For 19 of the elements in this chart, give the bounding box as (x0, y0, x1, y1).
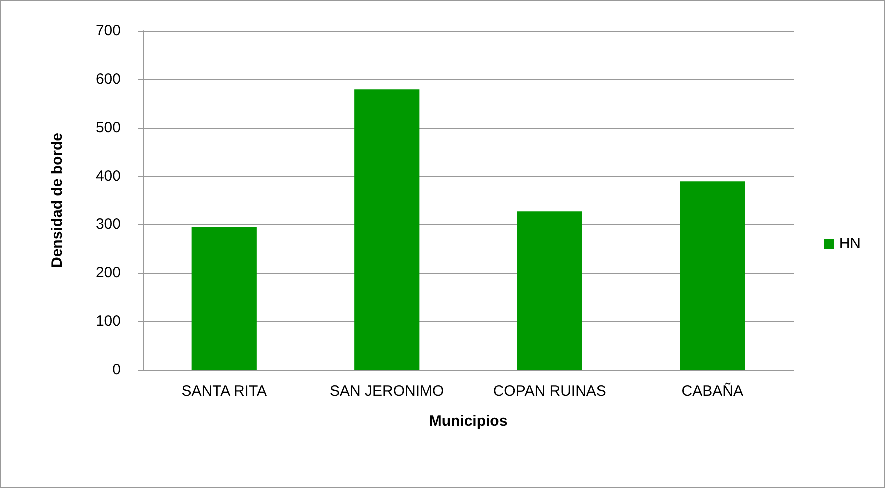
y-tick-label: 100 (96, 313, 121, 330)
y-tick-label: 600 (96, 70, 121, 88)
x-axis-title: Municipios (429, 413, 508, 430)
bar (192, 227, 257, 370)
bar (680, 182, 746, 370)
y-tick-label: 500 (96, 119, 121, 136)
y-axis-title: Densidad de borde (49, 132, 66, 268)
bar (354, 90, 420, 370)
x-tick-label: COPAN RUINAS (493, 383, 606, 400)
y-tick-label: 700 (96, 22, 121, 40)
y-tick-label: 0 (112, 362, 121, 378)
legend-label: HN (839, 236, 862, 252)
y-tick-label: 200 (96, 264, 121, 282)
bar (517, 212, 582, 370)
y-tick-label: 300 (96, 216, 121, 234)
x-tick-label: CABAÑA (682, 382, 744, 400)
x-tick-label: SANTA RITA (182, 383, 268, 400)
y-tick-label: 400 (96, 168, 121, 185)
x-tick-label: SAN JERONIMO (330, 383, 444, 400)
